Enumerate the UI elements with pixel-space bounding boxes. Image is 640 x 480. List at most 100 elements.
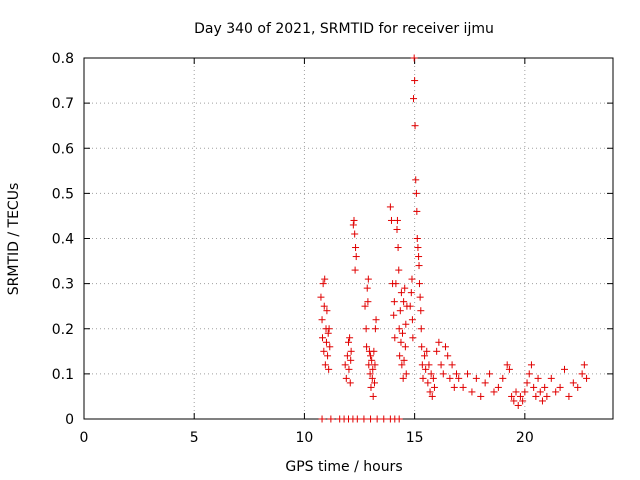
data-point bbox=[401, 343, 409, 351]
data-point bbox=[395, 266, 403, 274]
data-point bbox=[490, 388, 498, 396]
data-point bbox=[371, 379, 379, 387]
data-point bbox=[319, 280, 327, 288]
data-points bbox=[317, 54, 591, 423]
data-point bbox=[407, 289, 415, 297]
data-point bbox=[324, 352, 332, 360]
data-point bbox=[486, 370, 494, 378]
y-tick-label: 0.7 bbox=[52, 96, 74, 112]
data-point bbox=[408, 316, 416, 324]
data-point bbox=[318, 334, 326, 342]
y-tick-label: 0 bbox=[65, 412, 74, 428]
data-point bbox=[413, 235, 421, 242]
data-point bbox=[481, 379, 489, 387]
data-point bbox=[472, 374, 480, 382]
data-point bbox=[426, 388, 434, 396]
data-point bbox=[390, 311, 398, 319]
data-point bbox=[365, 361, 373, 369]
data-point bbox=[363, 343, 371, 351]
data-point bbox=[372, 316, 380, 324]
data-point bbox=[380, 415, 388, 423]
y-tick-label: 0.5 bbox=[52, 186, 74, 202]
data-point bbox=[351, 266, 359, 274]
data-point bbox=[499, 374, 507, 382]
data-point bbox=[413, 207, 421, 215]
data-point bbox=[419, 374, 427, 382]
data-point bbox=[402, 320, 410, 328]
x-tick-label: 10 bbox=[296, 430, 314, 446]
data-point bbox=[320, 347, 328, 355]
data-point bbox=[323, 307, 331, 315]
data-point bbox=[468, 388, 476, 396]
data-point bbox=[448, 361, 456, 369]
data-point bbox=[494, 383, 502, 391]
x-tick-label: 20 bbox=[516, 430, 534, 446]
data-point bbox=[318, 316, 326, 324]
data-point bbox=[367, 415, 375, 423]
data-point bbox=[342, 374, 350, 382]
data-point bbox=[390, 298, 398, 306]
data-point bbox=[362, 325, 370, 333]
data-point bbox=[369, 365, 377, 373]
data-point bbox=[343, 352, 351, 360]
data-point bbox=[410, 95, 418, 103]
data-point bbox=[364, 275, 372, 283]
data-point bbox=[536, 388, 544, 396]
data-point bbox=[450, 383, 458, 391]
data-point bbox=[583, 374, 591, 382]
data-point bbox=[455, 374, 463, 382]
data-point bbox=[392, 280, 400, 288]
data-point bbox=[399, 329, 407, 337]
data-point bbox=[368, 374, 376, 382]
data-point bbox=[347, 347, 355, 355]
data-point bbox=[324, 329, 332, 337]
data-point bbox=[418, 361, 426, 369]
data-point bbox=[552, 388, 560, 396]
data-point bbox=[444, 352, 452, 360]
data-point bbox=[351, 230, 359, 238]
data-point bbox=[514, 401, 522, 409]
data-point bbox=[547, 374, 555, 382]
chart-title: Day 340 of 2021, SRMTID for receiver ijm… bbox=[194, 21, 494, 37]
data-point bbox=[346, 379, 354, 387]
data-point bbox=[350, 216, 358, 224]
data-point bbox=[325, 325, 333, 333]
data-point bbox=[523, 379, 531, 387]
tick-labels: 0 5 10 15 20 0 0.1 0.2 0.3 0.4 0.5 0.6 0.7 0.8 bbox=[52, 51, 534, 446]
data-point bbox=[391, 334, 399, 342]
data-point bbox=[395, 325, 403, 333]
data-point bbox=[402, 370, 410, 378]
data-point bbox=[368, 356, 376, 364]
x-tick-label: 15 bbox=[406, 430, 424, 446]
data-point bbox=[477, 392, 485, 400]
data-point bbox=[425, 361, 433, 369]
data-point bbox=[427, 370, 435, 378]
data-point bbox=[534, 374, 542, 382]
data-point bbox=[373, 415, 381, 423]
data-point bbox=[393, 225, 401, 233]
data-point bbox=[439, 370, 447, 378]
data-point bbox=[422, 365, 430, 373]
data-point bbox=[395, 415, 403, 423]
data-point bbox=[415, 280, 423, 288]
data-point bbox=[394, 244, 402, 252]
data-point bbox=[416, 293, 424, 301]
y-tick-label: 0.3 bbox=[52, 277, 74, 293]
data-point bbox=[421, 352, 429, 360]
data-point bbox=[578, 370, 586, 378]
data-point bbox=[412, 176, 420, 184]
data-point bbox=[349, 221, 357, 229]
data-point bbox=[508, 392, 516, 400]
data-point bbox=[318, 415, 326, 423]
data-point bbox=[321, 361, 329, 369]
data-point bbox=[521, 388, 529, 396]
data-point bbox=[417, 325, 425, 333]
data-point bbox=[400, 356, 408, 364]
data-point bbox=[411, 77, 419, 85]
data-point bbox=[530, 383, 538, 391]
data-point bbox=[393, 216, 401, 224]
data-point bbox=[525, 370, 533, 378]
data-point bbox=[510, 397, 518, 405]
data-point bbox=[543, 392, 551, 400]
